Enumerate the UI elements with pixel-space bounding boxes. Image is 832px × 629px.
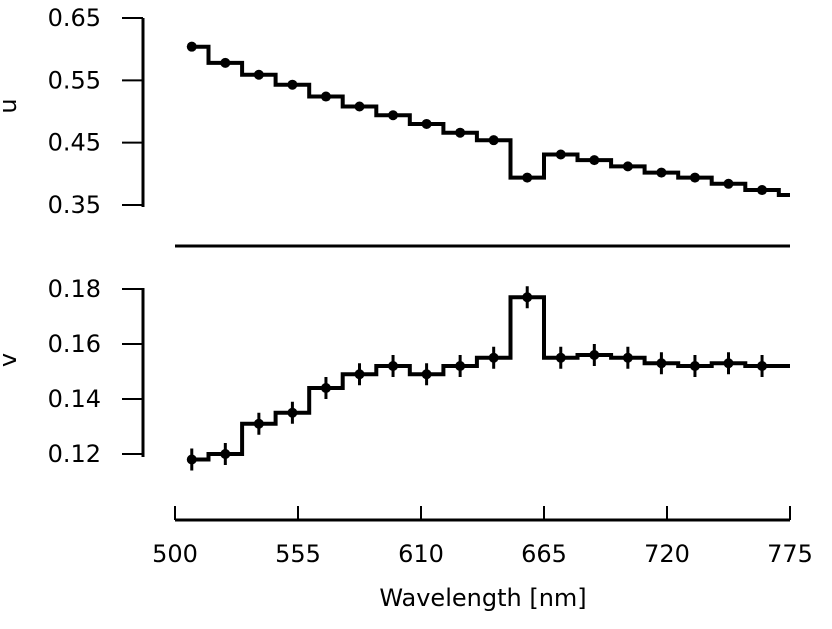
y-axis-label-v: v: [0, 353, 22, 367]
y-axis-label-u: u: [0, 98, 22, 113]
data-point: [253, 69, 264, 80]
data-point: [320, 91, 331, 102]
data-point: [253, 418, 264, 429]
data-point: [421, 118, 432, 129]
data-point: [455, 361, 466, 371]
x-tick-label: 720: [644, 540, 690, 568]
data-point: [589, 155, 600, 166]
data-point: [421, 369, 432, 380]
data-point: [589, 350, 600, 360]
data-point: [555, 149, 566, 160]
data-point: [723, 358, 734, 369]
data-point: [388, 361, 399, 371]
data-point: [757, 361, 768, 371]
y-ticks-v: 0.18 0.16 0.14 0.12: [48, 275, 143, 468]
x-tick-label: 610: [398, 540, 444, 568]
y-tick-label: 0.14: [48, 385, 101, 413]
data-point: [287, 407, 298, 418]
data-point: [689, 361, 700, 371]
y-ticks-u: 0.65 0.55 0.45 0.35: [48, 4, 143, 219]
series-u: [186, 41, 790, 197]
panel-v: 0.18 0.16 0.14 0.12 v: [0, 275, 790, 471]
y-tick-label: 0.16: [48, 330, 101, 358]
data-point: [757, 185, 768, 196]
data-point: [522, 172, 533, 183]
data-point: [555, 352, 566, 363]
data-point: [354, 369, 365, 380]
data-point: [656, 358, 667, 369]
y-tick-label: 0.35: [48, 191, 101, 219]
data-point: [186, 454, 197, 465]
data-point: [354, 101, 365, 112]
data-point: [723, 178, 734, 189]
x-tick-label: 775: [767, 540, 813, 568]
data-point: [320, 383, 331, 393]
data-point: [488, 135, 499, 146]
data-point: [287, 79, 298, 90]
x-axis-label: Wavelength [nm]: [379, 584, 586, 612]
y-tick-label: 0.18: [48, 275, 101, 303]
data-point: [622, 352, 633, 363]
x-tick-label: 665: [521, 540, 567, 568]
data-point: [388, 110, 399, 121]
data-point: [220, 449, 231, 459]
x-ticks: 500 555 610 665 720 775: [152, 506, 813, 568]
y-tick-label: 0.55: [48, 66, 101, 94]
y-tick-label: 0.65: [48, 4, 101, 32]
data-point: [622, 161, 633, 172]
x-tick-label: 500: [152, 540, 198, 568]
series-v: [186, 286, 790, 471]
data-point: [455, 127, 466, 138]
panel-u: 0.65 0.55 0.45 0.35 u: [0, 4, 790, 219]
step-line: [191, 44, 790, 197]
data-point: [220, 57, 231, 68]
data-point: [689, 172, 700, 183]
data-point: [488, 352, 499, 363]
step-line: [191, 295, 790, 462]
x-axis: 500 555 610 665 720 775 Wavelength [nm]: [152, 506, 813, 612]
y-tick-label: 0.12: [48, 440, 101, 468]
data-point: [522, 292, 533, 303]
data-point: [656, 167, 667, 178]
data-point: [186, 41, 197, 52]
y-tick-label: 0.45: [48, 129, 101, 157]
x-tick-label: 555: [275, 540, 321, 568]
